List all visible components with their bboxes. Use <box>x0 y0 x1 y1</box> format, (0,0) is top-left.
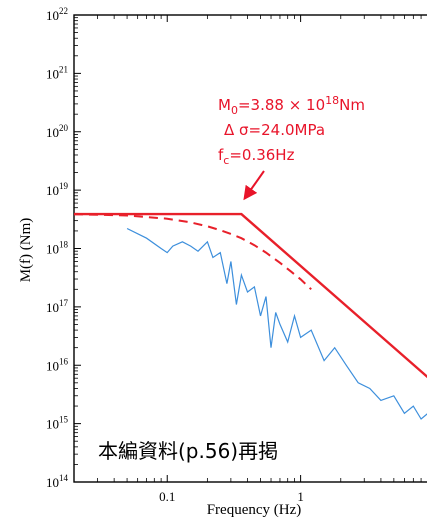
model-spectrum-line <box>74 212 427 379</box>
y-tick-label: 1019 <box>46 181 69 198</box>
corner-frequency-annotation: fc=0.36Hz <box>218 146 295 167</box>
x-tick-label: 1 <box>297 489 304 504</box>
axis-ticks <box>73 14 422 483</box>
plot-frame <box>73 14 427 483</box>
stress-drop-annotation: Δ σ=24.0MPa <box>224 121 325 139</box>
y-tick-label: 1020 <box>46 123 69 140</box>
y-tick-label: 1021 <box>46 64 68 81</box>
annotation-arrow <box>243 170 265 201</box>
y-axis-title: M(f) (Nm) <box>18 218 34 283</box>
x-tick-label: 0.1 <box>159 489 175 504</box>
y-tick-labels: 1014 1015 1016 1017 1018 1019 1020 1021 1022 <box>46 6 69 490</box>
y-tick-label: 1018 <box>46 240 69 257</box>
y-tick-label: 1022 <box>46 6 68 23</box>
m0-annotation: M0=3.88 × 1018Nm <box>218 94 365 117</box>
y-tick-label: 1016 <box>46 356 69 373</box>
omega-square-dashed-line <box>74 213 312 291</box>
footer-note: 本編資料(p.56)再掲 <box>98 439 278 463</box>
y-tick-label: 1017 <box>46 298 69 315</box>
x-axis-title: Frequency (Hz) <box>207 502 302 518</box>
observed-spectrum-line <box>126 227 427 420</box>
y-tick-label: 1014 <box>46 473 69 490</box>
y-tick-label: 1015 <box>46 415 69 432</box>
